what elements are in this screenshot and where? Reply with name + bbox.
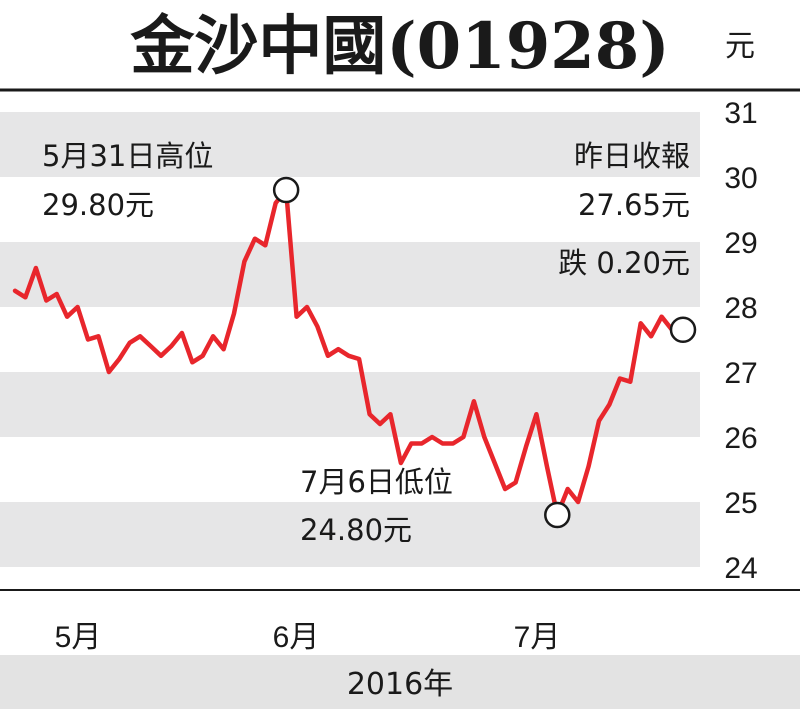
unit-label: 元 — [725, 30, 755, 63]
close-annotation-label: 昨日收報 — [574, 139, 690, 173]
grid-band — [0, 242, 700, 307]
footer-band — [0, 655, 800, 709]
chart-title: 金沙中國(01928) — [129, 9, 669, 84]
y-tick-label: 30 — [724, 162, 757, 195]
grid-band — [0, 502, 700, 567]
y-tick-label: 27 — [724, 357, 757, 390]
x-tick-label: 7月 — [514, 621, 561, 654]
high-annotation-value: 29.80元 — [42, 188, 154, 222]
low-annotation-label: 7月6日低位 — [300, 465, 453, 499]
series-line — [12, 187, 675, 518]
x-axis-ticks: 5月 6月 7月 — [55, 621, 561, 654]
y-tick-label: 31 — [724, 97, 757, 130]
year-label: 2016年 — [347, 667, 453, 702]
y-axis-ticks: 24 25 26 27 28 29 30 31 — [724, 97, 757, 585]
y-tick-label: 28 — [724, 292, 757, 325]
x-tick-label: 6月 — [273, 621, 320, 654]
y-tick-label: 25 — [724, 487, 757, 520]
grid-bands — [0, 112, 700, 567]
grid-band — [0, 112, 700, 177]
y-tick-label: 29 — [724, 227, 757, 260]
y-tick-label: 26 — [724, 422, 757, 455]
grid-band — [0, 372, 700, 437]
low-marker — [544, 501, 571, 529]
high-marker — [272, 176, 300, 204]
close-change-label: 跌 0.20元 — [558, 246, 690, 280]
close-marker — [669, 316, 697, 343]
close-annotation-value: 27.65元 — [578, 188, 690, 222]
y-tick-label: 24 — [724, 552, 757, 585]
marker-group — [272, 176, 697, 529]
low-annotation-value: 24.80元 — [300, 513, 412, 547]
high-annotation-label: 5月31日高位 — [42, 139, 213, 173]
x-tick-label: 5月 — [55, 621, 102, 654]
